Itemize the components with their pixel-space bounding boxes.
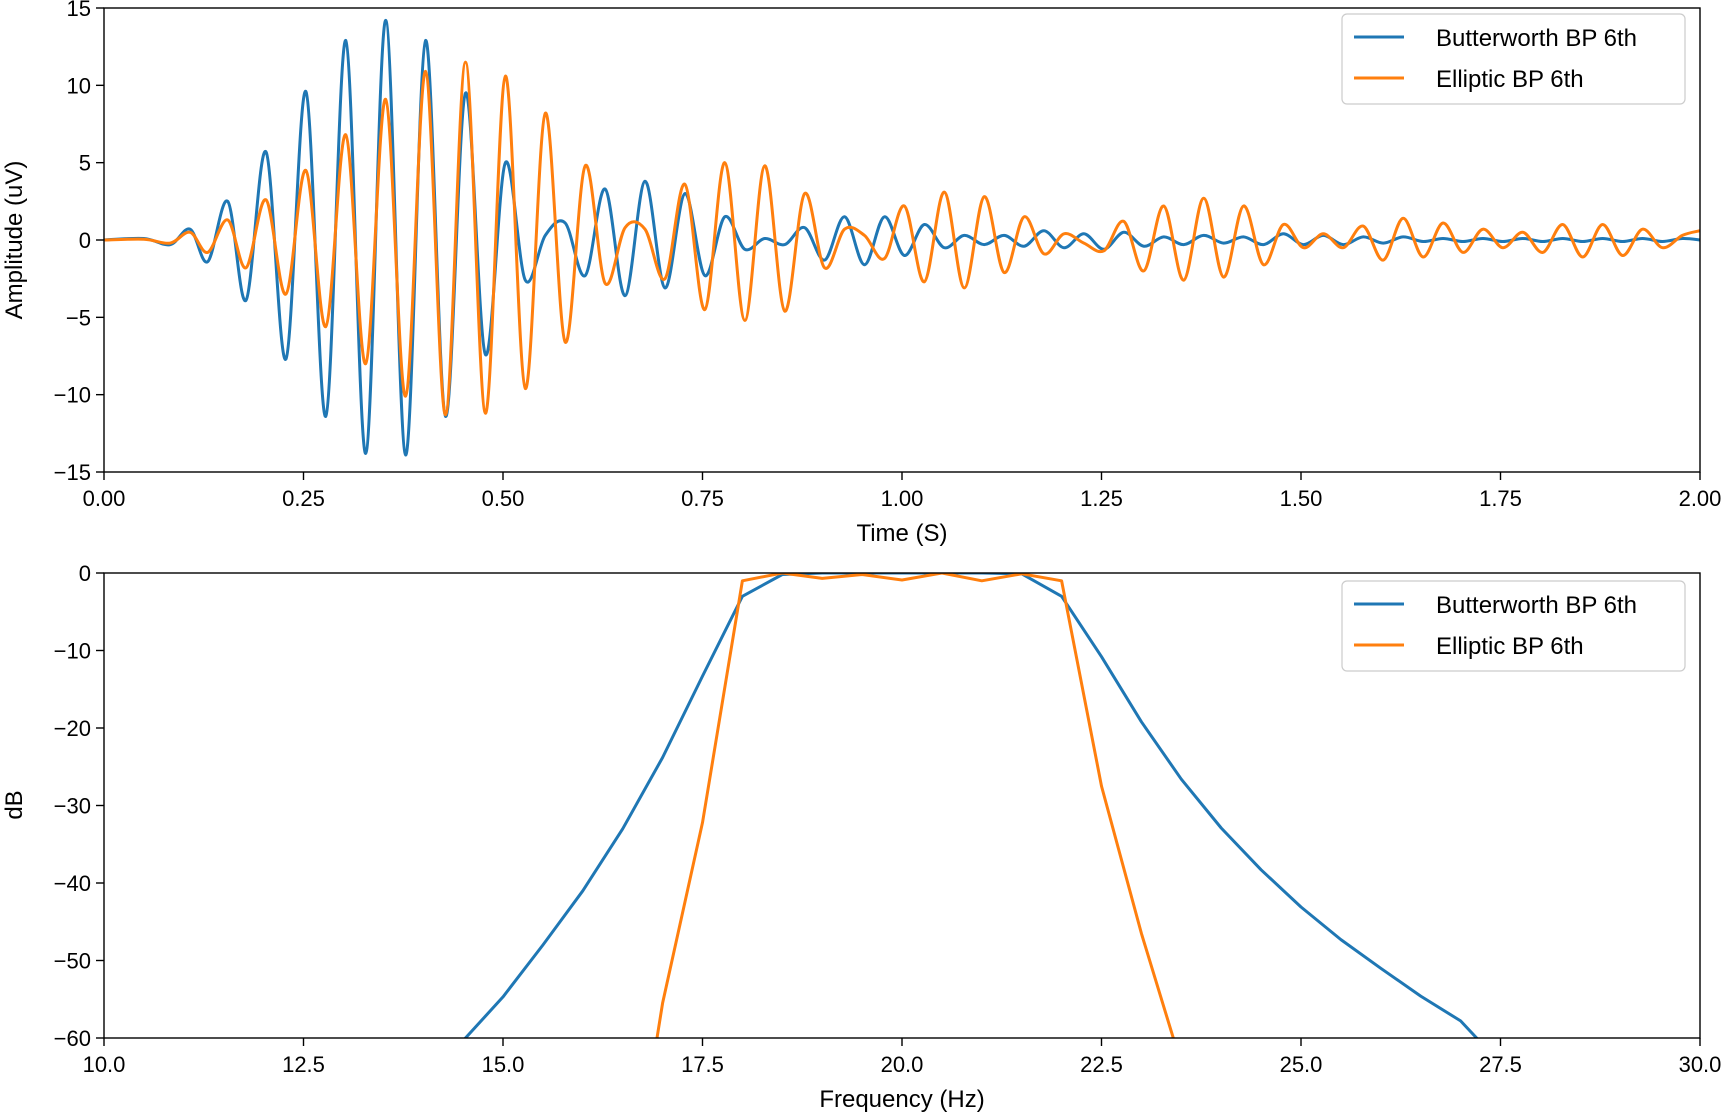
frequency-x-ticks: 10.0 12.5 15.0 17.5 20.0 22.5 25.0 27.5 30.0	[83, 1038, 1722, 1077]
frequency-legend-box	[1341, 580, 1686, 672]
time-x-tick-label: 0.25	[282, 486, 325, 511]
time-x-tick-label: 0.00	[83, 486, 126, 511]
frequency-x-axis-label: Frequency (Hz)	[819, 1086, 984, 1113]
time-legend: Butterworth BP 6th Elliptic BP 6th	[1341, 13, 1686, 105]
frequency-x-tick-label: 12.5	[282, 1052, 325, 1077]
frequency-x-tick-label: 17.5	[681, 1052, 724, 1077]
time-x-tick-label: 1.25	[1080, 486, 1123, 511]
time-x-axis-label: Time (S)	[856, 520, 947, 547]
time-x-ticks: 0.00 0.25 0.50 0.75 1.00 1.25 1.50 1.75 2.00	[83, 472, 1722, 511]
time-series-layer	[104, 18, 1700, 457]
time-response-plot: 0.00 0.25 0.50 0.75 1.00 1.25 1.50 1.75 2.00 −15…	[1, 0, 1721, 547]
frequency-y-tick-label: −40	[54, 871, 91, 896]
time-x-tick-label: 1.00	[881, 486, 924, 511]
time-y-tick-label: 10	[67, 73, 91, 98]
frequency-x-tick-label: 25.0	[1280, 1052, 1323, 1077]
time-y-axis-label: Amplitude (uV)	[1, 161, 28, 320]
frequency-y-tick-label: −60	[54, 1026, 91, 1051]
time-series-line-butterworth	[104, 18, 1700, 457]
frequency-legend-label-butterworth: Butterworth BP 6th	[1436, 592, 1637, 619]
time-legend-box	[1341, 13, 1686, 105]
time-x-tick-label: 0.75	[681, 486, 724, 511]
time-y-tick-label: 0	[79, 228, 91, 253]
time-x-tick-label: 1.75	[1479, 486, 1522, 511]
time-y-tick-label: −5	[66, 305, 91, 330]
frequency-y-tick-label: −20	[54, 716, 91, 741]
time-legend-label-elliptic: Elliptic BP 6th	[1436, 66, 1584, 93]
frequency-y-tick-label: −10	[54, 639, 91, 664]
frequency-x-tick-label: 20.0	[881, 1052, 924, 1077]
frequency-x-tick-label: 10.0	[83, 1052, 126, 1077]
frequency-legend: Butterworth BP 6th Elliptic BP 6th	[1341, 580, 1686, 672]
time-series-line-elliptic	[104, 60, 1700, 417]
frequency-x-tick-label: 27.5	[1479, 1052, 1522, 1077]
frequency-legend-label-elliptic: Elliptic BP 6th	[1436, 633, 1584, 660]
frequency-x-tick-label: 30.0	[1679, 1052, 1722, 1077]
frequency-x-tick-label: 22.5	[1080, 1052, 1123, 1077]
time-x-tick-label: 0.50	[482, 486, 525, 511]
frequency-series-layer	[463, 573, 1479, 1038]
time-x-tick-label: 2.00	[1679, 486, 1722, 511]
frequency-y-tick-label: −50	[54, 949, 91, 974]
frequency-series-line-butterworth	[463, 573, 1479, 1038]
frequency-series-line-elliptic	[655, 573, 1175, 1038]
time-x-tick-label: 1.50	[1280, 486, 1323, 511]
frequency-response-plot: 10.0 12.5 15.0 17.5 20.0 22.5 25.0 27.5 30.0 −60…	[1, 561, 1721, 1113]
frequency-y-tick-label: −30	[54, 794, 91, 819]
frequency-x-tick-label: 15.0	[482, 1052, 525, 1077]
time-y-tick-label: 5	[79, 151, 91, 176]
frequency-y-ticks: −60 −50 −40 −30 −20 −10 0	[54, 561, 104, 1051]
time-y-tick-label: −10	[54, 383, 91, 408]
time-y-tick-label: −15	[54, 460, 91, 485]
frequency-y-tick-label: 0	[79, 561, 91, 586]
frequency-y-axis-label: dB	[1, 790, 28, 819]
time-legend-label-butterworth: Butterworth BP 6th	[1436, 25, 1637, 52]
time-y-ticks: −15 −10 −5 0 5 10 15	[54, 0, 104, 485]
time-y-tick-label: 15	[67, 0, 91, 21]
